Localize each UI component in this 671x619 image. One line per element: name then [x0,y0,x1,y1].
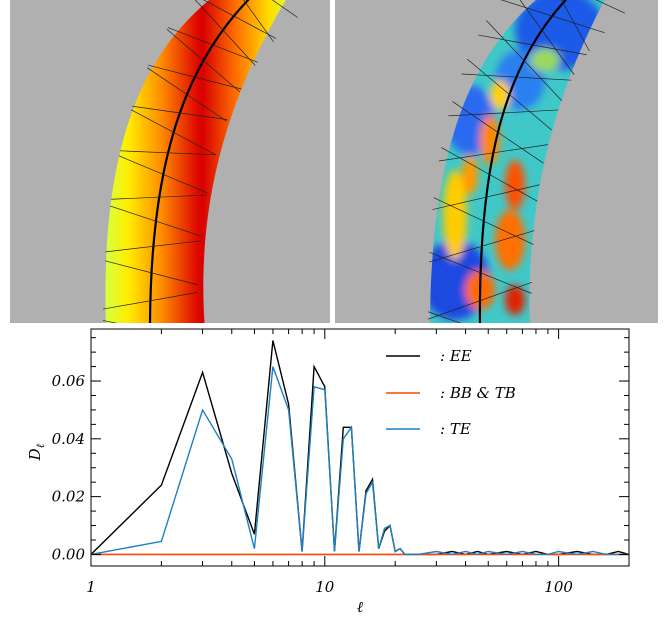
polarization-vector [105,240,202,253]
series-line-ee [90,340,630,556]
y-tick-label: 0.04 [52,430,85,448]
right-map-polarization-vectors [428,0,626,323]
right-map-panel [335,0,658,323]
polarization-vector [433,197,534,245]
polarization-vector [166,29,241,93]
polarization-vector [131,109,217,156]
polarization-vector [203,0,277,39]
y-tick-label: 0.02 [52,488,85,506]
polarization-vector [561,0,590,52]
polarization-vector [271,0,298,18]
polarization-vector [461,73,572,81]
polarization-vector [102,320,118,323]
power-spectrum-plot: 0.00 0.02 0.04 0.06 1 10 100 ℓ Dℓ : EE : BB & … [26,328,630,616]
polarization-vector [429,251,532,294]
series-group [90,340,630,556]
polarization-vector [132,105,228,120]
polarization-vector [486,20,562,101]
polarization-vector [467,58,552,131]
polarization-vector [111,194,208,200]
polarization-vector [519,0,575,75]
polarization-vector [194,0,256,66]
x-tick-label: 10 [315,578,335,596]
left-map-band [105,0,286,323]
polarization-vector [243,0,274,42]
right-map-center-line [478,0,568,323]
y-axis-label-subscript: ℓ [34,443,47,448]
polarization-vector [428,230,535,263]
polarization-vector [146,67,227,122]
polarization-vector [167,27,258,63]
y-axis-label: Dℓ [26,443,47,461]
series-line-te [90,366,629,556]
x-tick-label: 1 [86,578,96,596]
polarization-vector [448,109,559,117]
polarization-vector [452,101,544,164]
x-axis-label: ℓ [357,598,363,616]
plot-frame [90,328,630,567]
polarization-vector [104,260,199,286]
y-tick-label: 0.00 [52,545,86,563]
polarization-vector [478,34,587,56]
left-map-polarization-vectors [102,0,298,323]
left-map-center-line [148,0,250,323]
legend-label-ee: : EE [440,347,472,365]
polarization-vector [428,311,462,323]
y-axis-label-group: Dℓ [26,443,47,461]
legend-label-te: : TE [440,420,471,438]
polarization-vector [595,0,626,14]
x-tick-label: 100 [544,578,573,596]
polarization-vector [103,292,198,310]
polarization-vector [120,150,216,156]
polarization-vector [118,155,208,194]
y-tick-label: 0.06 [52,372,86,390]
polarization-vector [438,144,548,162]
polarization-vector [441,147,538,202]
legend-label-bb-tb: : BB & TB [440,384,516,402]
polarization-vector [500,0,605,34]
legend: : EE : BB & TB : TE [386,347,516,438]
left-map-panel [10,0,330,323]
axes-group: 0.00 0.02 0.04 0.06 1 10 100 [52,329,630,596]
polarization-vector [110,205,202,237]
polarization-vector [148,64,242,90]
polarization-vector [428,281,532,320]
